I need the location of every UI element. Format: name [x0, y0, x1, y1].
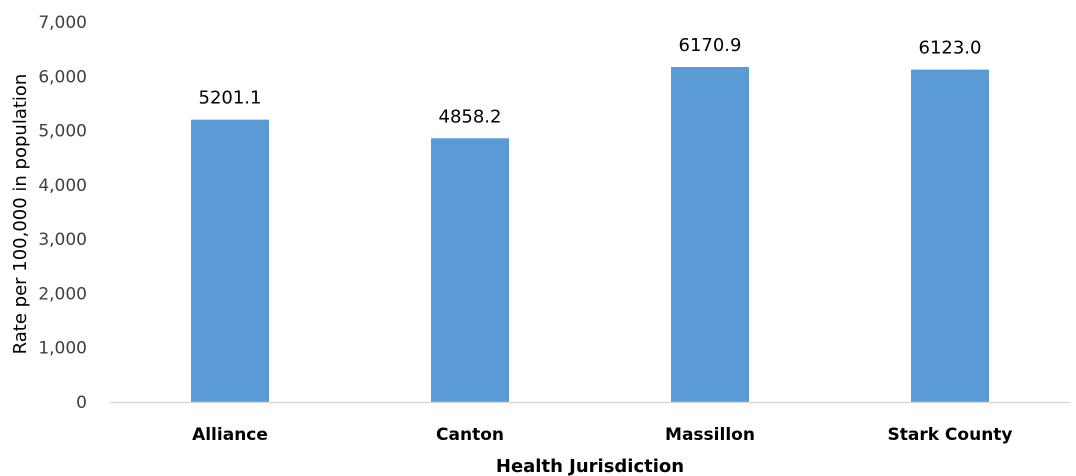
x-tick-label: Alliance: [192, 425, 268, 445]
y-tick-label: 4,000: [38, 176, 87, 196]
y-tick-label: 5,000: [38, 122, 87, 142]
x-axis-categories: Alliance Canton Massillon Stark County: [192, 425, 1012, 445]
data-labels: 5201.1 4858.2 6170.9 6123.0: [199, 35, 982, 127]
y-tick-label: 0: [76, 393, 87, 413]
x-tick-label: Canton: [436, 425, 504, 445]
y-tick-label: 3,000: [38, 230, 87, 250]
y-tick-label: 1,000: [38, 339, 87, 359]
y-axis-ticks: 0 1,000 2,000 3,000 4,000 5,000 6,000 7,000: [38, 13, 87, 413]
bars: [191, 67, 989, 402]
y-tick-label: 2,000: [38, 284, 87, 304]
x-axis-title: Health Jurisdiction: [496, 456, 684, 476]
y-tick-label: 7,000: [38, 13, 87, 33]
bar: [671, 67, 749, 402]
x-tick-label: Massillon: [665, 425, 755, 445]
y-tick-label: 6,000: [38, 67, 87, 87]
data-label: 5201.1: [199, 88, 262, 109]
x-tick-label: Stark County: [887, 425, 1012, 445]
y-axis-title: Rate per 100,000 in population: [10, 74, 31, 355]
data-label: 6123.0: [919, 38, 982, 59]
bar: [911, 69, 989, 402]
data-label: 4858.2: [439, 106, 502, 127]
data-label: 6170.9: [679, 35, 742, 56]
bar: [191, 119, 269, 402]
bar: [431, 138, 509, 402]
